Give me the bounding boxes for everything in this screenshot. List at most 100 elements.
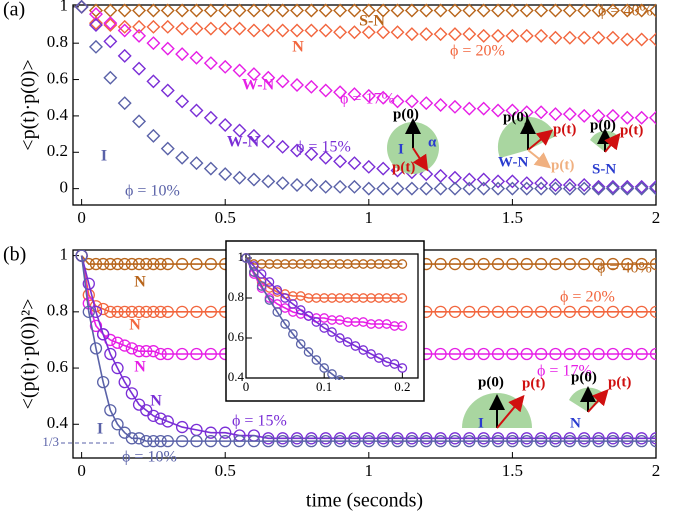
point (190, 257, 203, 271)
point (447, 170, 462, 185)
point (520, 305, 533, 318)
point (82, 305, 95, 318)
point (117, 19, 132, 34)
point (462, 27, 477, 42)
point (549, 347, 562, 361)
point (347, 25, 362, 40)
point (334, 375, 345, 380)
point (376, 90, 391, 105)
point (506, 257, 519, 271)
point (520, 347, 533, 361)
icon-label: I (478, 415, 484, 431)
y-tick-label: 0.2 (47, 141, 68, 160)
point (649, 305, 656, 318)
icon-label: α (428, 134, 437, 150)
point (606, 432, 620, 445)
point (390, 3, 405, 18)
point (448, 257, 462, 271)
point (246, 67, 261, 82)
point (232, 123, 247, 138)
series-line (245, 257, 403, 369)
y-tick-label: 1 (60, 0, 69, 15)
x-tick-label: 0 (77, 461, 86, 480)
point (649, 3, 656, 18)
series-label: ϕ = 10% (122, 449, 177, 466)
x-tick-label: 0 (77, 208, 86, 227)
point (519, 176, 534, 191)
point (634, 181, 649, 196)
point (649, 110, 656, 125)
point (405, 432, 419, 445)
point (462, 101, 477, 116)
point (577, 108, 592, 123)
point (89, 342, 103, 355)
point (97, 257, 110, 271)
point (462, 172, 477, 187)
point (146, 36, 161, 51)
point (419, 96, 434, 111)
point (161, 415, 174, 428)
y-tick-label: 0.8 (47, 301, 68, 320)
point (247, 434, 261, 448)
point (578, 347, 591, 361)
point (290, 78, 304, 92)
point (117, 96, 132, 111)
icon-label: p(t) (522, 375, 545, 391)
point (103, 70, 118, 85)
point (491, 174, 506, 189)
point (246, 172, 261, 187)
point (390, 25, 405, 40)
point (232, 3, 247, 18)
point (111, 305, 124, 318)
point (264, 295, 275, 305)
point (476, 101, 491, 116)
point (125, 305, 139, 318)
point (366, 349, 376, 359)
point (404, 94, 419, 109)
point (621, 432, 634, 445)
point (621, 434, 634, 448)
point (635, 434, 648, 448)
point (534, 347, 548, 361)
x-tick-label: 0.5 (215, 461, 236, 480)
point (434, 434, 447, 448)
icon-arrow (412, 147, 429, 172)
point (319, 323, 330, 333)
point (125, 432, 139, 445)
point (104, 404, 117, 417)
point (304, 23, 319, 38)
phase-label: N (134, 274, 146, 291)
point (175, 47, 190, 62)
data-area (241, 253, 408, 380)
icon-arrow (527, 129, 554, 151)
point (506, 347, 519, 361)
point (140, 257, 153, 271)
point (562, 107, 577, 122)
point (578, 434, 591, 448)
point (562, 181, 577, 196)
point (419, 181, 434, 196)
point (190, 305, 203, 318)
x-axis-label: time (seconds) (306, 490, 423, 512)
point (433, 98, 448, 112)
point (634, 3, 649, 18)
icon-label: p(t) (551, 157, 574, 173)
icons: p(0) I α p(t) p(0) p(t) W-N p(t) p(0) p(… (387, 106, 643, 431)
point (519, 181, 534, 196)
point (506, 434, 519, 448)
point (391, 434, 404, 448)
point (342, 337, 353, 347)
x-tick-label: 1.5 (502, 461, 523, 480)
point (303, 347, 314, 357)
point (578, 257, 591, 271)
point (562, 3, 577, 18)
point (448, 305, 462, 318)
series-label: ϕ = 40% (597, 260, 652, 277)
y-tick-label: 0 (60, 178, 69, 197)
icon-label: S-N (592, 161, 616, 177)
point (204, 305, 218, 318)
series-line (245, 257, 403, 327)
point (82, 277, 95, 290)
icon-weak-nematic: p(0) p(t) W-N p(t) (497, 109, 576, 173)
point (592, 347, 605, 361)
